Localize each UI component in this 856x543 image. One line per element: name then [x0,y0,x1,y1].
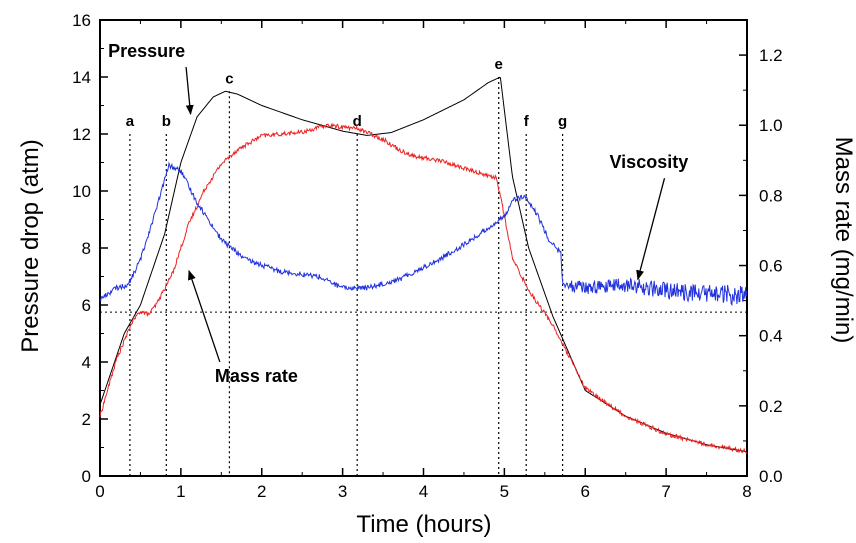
x-tick-label: 4 [419,482,428,501]
x-tick-label: 2 [257,482,266,501]
marker-label-b: b [162,113,171,130]
marker-label-e: e [495,56,503,73]
marker-label-d: d [353,113,362,130]
annotation-pressure: Pressure [108,41,185,61]
annotation-arrow [185,66,194,116]
tick-labels: 0 1 2 3 4 5 6 7 802468101214160.00.20.40.60.81.0… [72,11,783,501]
y-right-tick-label: 1.0 [759,116,783,135]
annotation-arrow [188,269,221,363]
x-tick-label: 7 [661,482,670,501]
y-left-tick-label: 4 [82,353,91,372]
marker-label-g: g [558,113,567,130]
axes [99,19,748,477]
y-left-tick-label: 16 [72,11,91,30]
y-right-tick-label: 0.6 [759,257,783,276]
x-tick-label: 3 [338,482,347,501]
y-left-tick-label: 0 [82,467,91,486]
y-left-tick-label: 2 [82,410,91,429]
y-right-tick-label: 0.8 [759,186,783,205]
y-right-tick-label: 0.0 [759,467,783,486]
event-markers: a b c d e f g [126,56,567,476]
marker-label-c: c [225,70,233,87]
annotation-arrow [636,178,666,281]
x-tick-label: 0 [95,482,104,501]
annotation-mass-rate: Mass rate [215,366,298,386]
marker-label-a: a [126,113,135,130]
y-right-axis-title: Mass rate (mg/min) [830,137,856,344]
annotations: Pressure Viscosity Mass rate [108,41,688,386]
marker-label-f: f [524,113,530,130]
annotation-viscosity: Viscosity [610,152,689,172]
x-tick-label: 5 [500,482,509,501]
y-right-tick-label: 0.2 [759,397,783,416]
x-tick-label: 8 [742,482,751,501]
x-axis-title: Time (hours) [356,511,491,538]
y-left-tick-label: 8 [82,239,91,258]
series-pressure [99,76,748,453]
series-layer [99,76,748,454]
plot-frame [99,19,748,477]
y-left-tick-label: 14 [72,68,91,87]
x-tick-label: 1 [176,482,185,501]
y-left-tick-label: 12 [72,125,91,144]
y-left-tick-label: 6 [82,296,91,315]
y-left-tick-label: 10 [72,182,91,201]
series-mass-rate [99,122,748,454]
x-tick-label: 6 [581,482,590,501]
y-left-axis-title: Pressure drop (atm) [17,139,44,352]
y-right-tick-label: 0.4 [759,327,783,346]
y-right-tick-label: 1.2 [759,46,783,65]
